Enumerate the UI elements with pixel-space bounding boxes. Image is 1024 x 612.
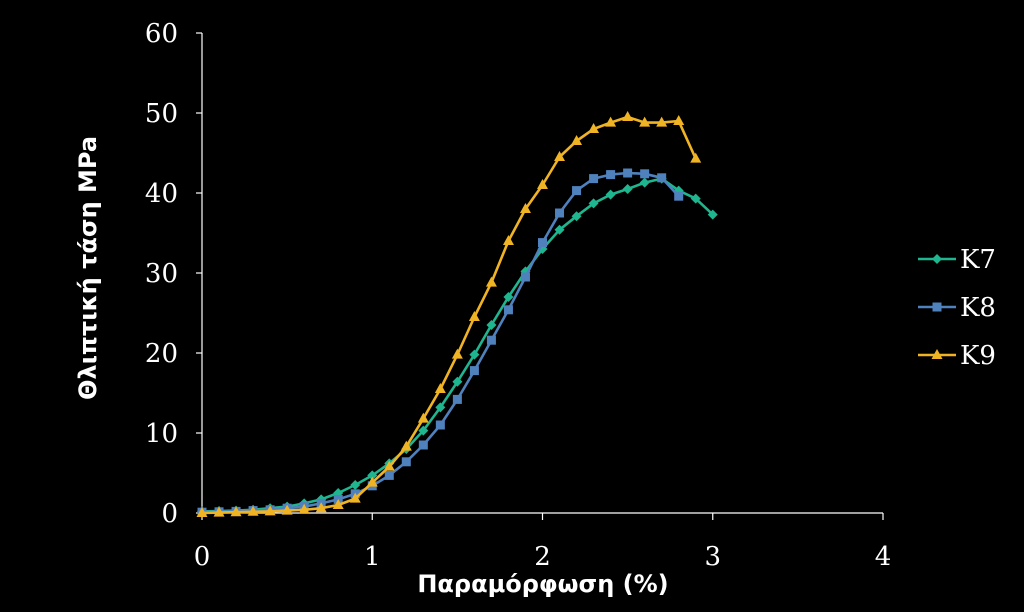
data-point-k8: [589, 174, 599, 184]
legend: K7 K8 K9: [918, 245, 996, 371]
data-point-k8: [572, 186, 582, 196]
legend-label-k7: K7: [960, 245, 996, 275]
data-point-k9: [281, 504, 293, 515]
axes: 0 10 20 30 40 50 60 0 1 2 3 4: [145, 19, 891, 572]
data-point-k7: [350, 480, 361, 490]
y-tick-label: 60: [145, 19, 178, 49]
data-point-k9: [537, 179, 548, 189]
y-axis-title: Θλιπτική τάση MPa: [74, 136, 102, 400]
data-point-k9: [247, 505, 259, 516]
y-tick-label: 30: [145, 259, 178, 289]
legend-marker-k8: [932, 302, 942, 312]
y-tick-label: 10: [145, 419, 178, 449]
legend-marker-k7: [932, 254, 942, 264]
data-point-k9: [656, 116, 668, 127]
data-point-k7: [469, 349, 480, 360]
data-point-k7: [486, 320, 497, 330]
series-line-k8: [201, 171, 680, 514]
data-point-k9: [213, 506, 225, 517]
y-tick-label: 0: [161, 499, 178, 529]
data-point-k8: [452, 394, 462, 404]
data-point-k9: [605, 116, 617, 127]
data-point-k9: [485, 276, 497, 287]
data-point-k9: [400, 440, 412, 451]
data-point-k9: [468, 311, 480, 321]
data-point-k7: [639, 177, 650, 188]
data-point-k9: [690, 152, 702, 163]
x-tick-label: 3: [704, 542, 721, 572]
legend-entry-k7: K7: [918, 245, 996, 275]
y-tick-label: 40: [145, 179, 178, 209]
data-point-k8: [520, 272, 530, 282]
y-tick-label: 20: [145, 339, 178, 369]
data-point-k8: [555, 208, 565, 218]
data-point-k9: [332, 499, 344, 509]
data-point-k9: [502, 235, 514, 245]
data-point-k7: [554, 224, 565, 235]
legend-label-k9: K9: [960, 341, 996, 371]
series-line-k7: [201, 177, 714, 513]
x-tick-label: 4: [875, 542, 892, 572]
series-line-k9: [201, 115, 697, 515]
data-point-k9: [434, 383, 446, 393]
legend-label-k8: K8: [960, 293, 996, 323]
data-point-k7: [690, 193, 701, 204]
data-point-k8: [486, 335, 496, 345]
data-point-k7: [418, 425, 429, 436]
data-point-k9: [230, 506, 242, 517]
series-k8: [197, 168, 684, 517]
data-point-k7: [452, 376, 463, 387]
x-axis-title: Παραμόρφωση (%): [417, 570, 668, 598]
data-point-k9: [673, 115, 685, 125]
data-point-k8: [401, 457, 411, 467]
data-point-k9: [417, 412, 429, 423]
data-point-k7: [605, 189, 616, 200]
data-point-k7: [503, 292, 514, 302]
data-point-k9: [554, 151, 566, 161]
data-point-k9: [519, 203, 531, 213]
series-k9: [196, 111, 702, 517]
data-point-k8: [640, 169, 650, 179]
data-point-k8: [503, 305, 513, 315]
data-point-k8: [657, 173, 667, 183]
data-point-k8: [623, 168, 633, 178]
x-tick-label: 1: [364, 542, 381, 572]
data-point-k8: [384, 470, 394, 480]
data-point-k9: [451, 348, 463, 359]
data-point-k9: [264, 505, 276, 516]
data-point-k9: [571, 135, 583, 145]
data-point-k7: [435, 402, 446, 413]
data-point-k9: [196, 507, 208, 517]
x-tick-label: 2: [534, 542, 551, 572]
data-point-k9: [383, 460, 395, 471]
y-tick-label: 50: [145, 99, 178, 129]
data-point-k7: [707, 209, 718, 220]
data-point-k9: [298, 503, 310, 514]
data-point-k7: [622, 184, 633, 194]
data-point-k9: [622, 111, 634, 121]
data-point-k8: [606, 170, 616, 180]
data-point-k9: [588, 123, 600, 133]
data-point-k8: [418, 440, 428, 450]
x-tick-label: 0: [194, 542, 211, 572]
data-point-k7: [367, 470, 378, 481]
data-point-k7: [571, 211, 582, 222]
data-point-k8: [435, 420, 445, 430]
data-point-k8: [469, 366, 479, 376]
legend-marker-k9: [931, 349, 943, 359]
data-point-k9: [349, 492, 361, 503]
data-point-k7: [588, 198, 599, 209]
data-point-k9: [366, 476, 378, 487]
series-layer: [196, 111, 718, 517]
legend-entry-k9: K9: [918, 341, 996, 371]
data-point-k8: [674, 191, 684, 201]
data-point-k9: [639, 116, 651, 127]
data-point-k8: [538, 238, 547, 248]
data-point-k9: [315, 502, 327, 513]
legend-entry-k8: K8: [918, 293, 996, 323]
series-k7: [197, 173, 718, 517]
